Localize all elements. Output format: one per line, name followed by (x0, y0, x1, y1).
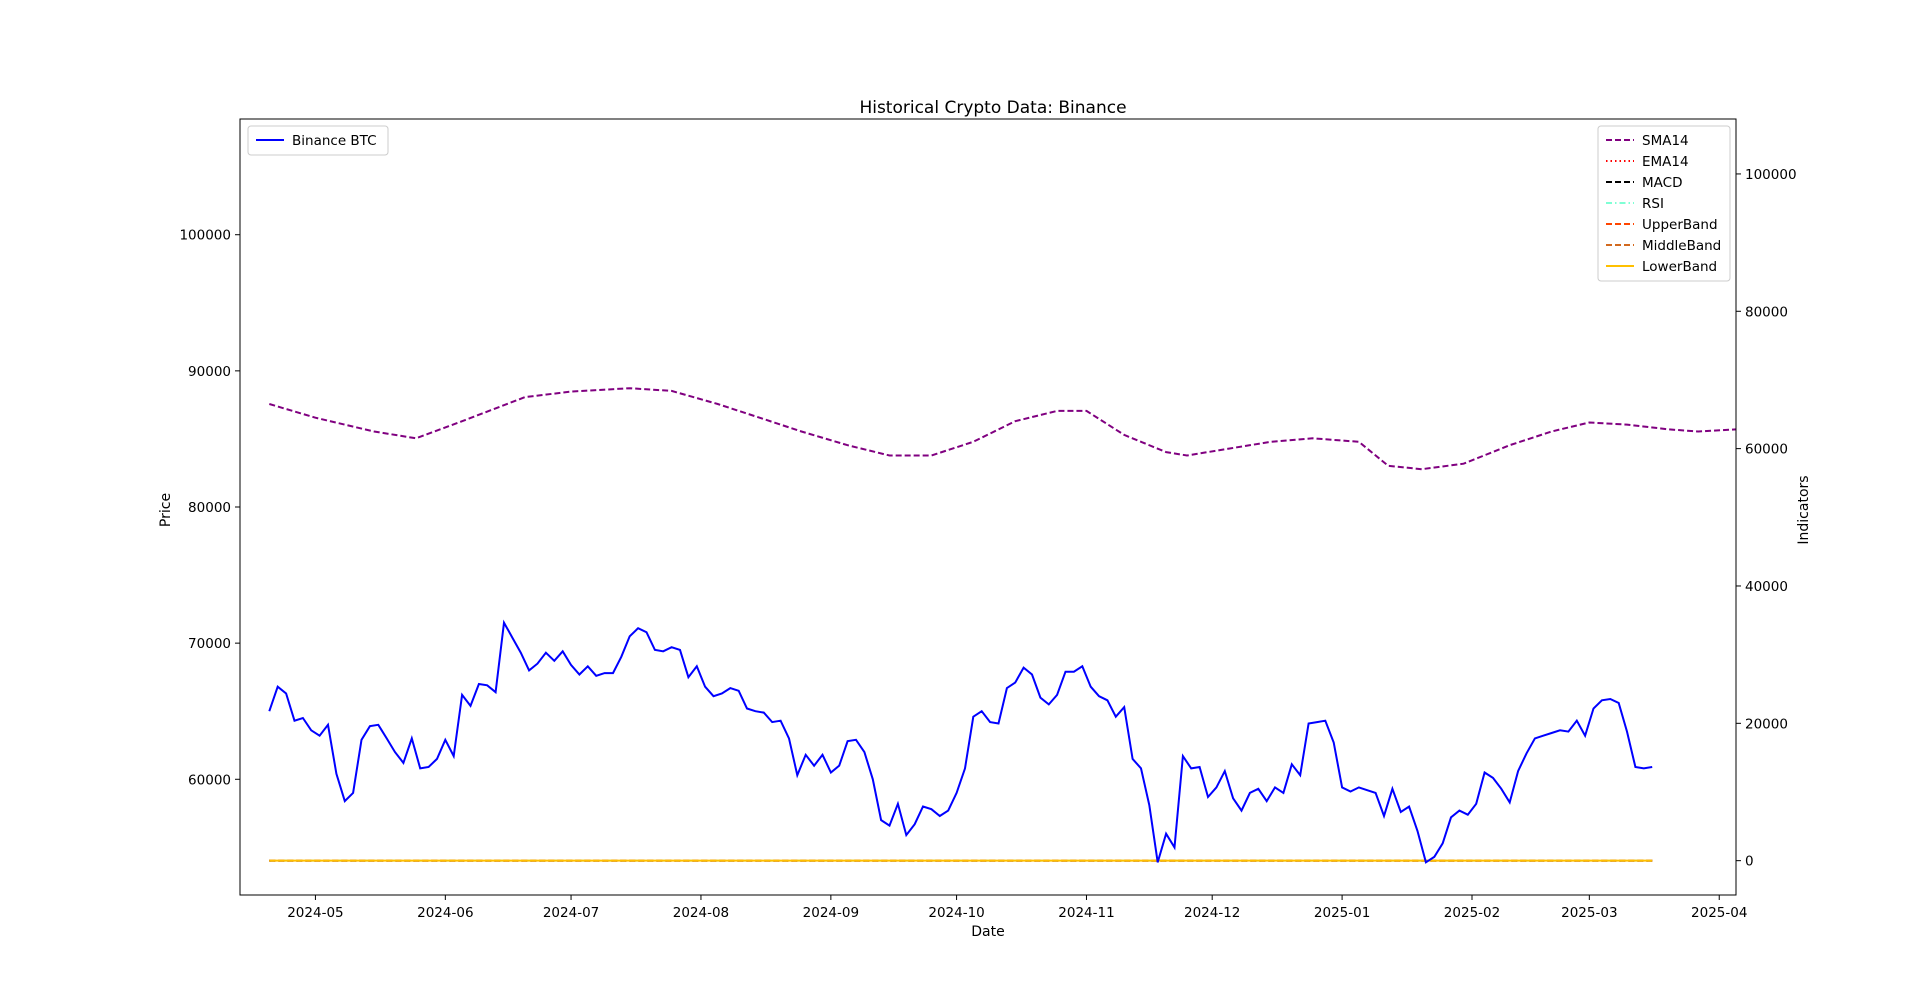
plot-area (268, 387, 1737, 864)
x-tick-label: 2025-04 (1691, 905, 1747, 921)
y-right-tick-label: 80000 (1745, 304, 1788, 320)
y-left-tick-label: 70000 (188, 636, 231, 652)
x-tick-label: 2024-10 (928, 905, 984, 921)
y-left-tick-label: 90000 (188, 364, 231, 380)
x-tick-label: 2024-08 (673, 905, 729, 921)
legend-entry-label: UpperBand (1642, 217, 1718, 233)
y-axis-title-right: Indicators (1796, 475, 1812, 544)
legend-entry-label: RSI (1642, 196, 1664, 212)
series-line-sma14 (269, 387, 1737, 471)
x-tick-label: 2024-07 (543, 905, 599, 921)
y-axis-right: 0 20000 40000 60000 80000 100000 (1736, 167, 1797, 870)
x-tick-label: 2025-01 (1314, 905, 1370, 921)
y-left-tick-label: 60000 (188, 772, 231, 788)
legend-right: SMA14 EMA14 MACD RSI UpperBand MiddleBand Lowe… (1597, 125, 1731, 282)
y-right-tick-label: 0 (1745, 854, 1754, 870)
y-right-tick-label: 60000 (1745, 442, 1788, 458)
chart-title: Historical Crypto Data: Binance (859, 98, 1126, 118)
y-axis-title-left: Price (158, 493, 174, 527)
y-axis-left: 60000 70000 80000 90000 100000 (179, 228, 240, 788)
y-right-tick-label: 40000 (1745, 579, 1788, 595)
x-axis: 2024-05 2024-06 2024-07 2024-08 2024-09 2024-… (287, 895, 1747, 921)
x-tick-label: 2025-03 (1561, 905, 1617, 921)
legend-box (1597, 125, 1731, 282)
y-left-tick-label: 100000 (179, 228, 231, 244)
x-tick-label: 2025-02 (1444, 905, 1500, 921)
y-right-tick-label: 100000 (1745, 167, 1797, 183)
legend-entry-label: SMA14 (1642, 133, 1689, 149)
x-axis-title: Date (971, 924, 1004, 940)
x-tick-label: 2024-12 (1184, 905, 1240, 921)
legend-box (247, 125, 389, 156)
x-tick-label: 2024-06 (417, 905, 473, 921)
legend-entry-label: MACD (1642, 175, 1682, 191)
plot-frame (239, 118, 1737, 896)
legend-entry-label: EMA14 (1642, 154, 1689, 170)
x-tick-label: 2024-09 (803, 905, 859, 921)
x-tick-label: 2024-05 (287, 905, 343, 921)
legend-entry-label: LowerBand (1642, 259, 1717, 275)
legend-left: Binance BTC (247, 125, 389, 156)
y-right-tick-label: 20000 (1745, 716, 1788, 732)
y-left-tick-label: 80000 (188, 500, 231, 516)
legend-entry-label: Binance BTC (292, 133, 377, 149)
x-tick-label: 2024-11 (1058, 905, 1114, 921)
series-line-binance-btc (268, 619, 1653, 864)
legend-entry-label: MiddleBand (1642, 238, 1721, 254)
